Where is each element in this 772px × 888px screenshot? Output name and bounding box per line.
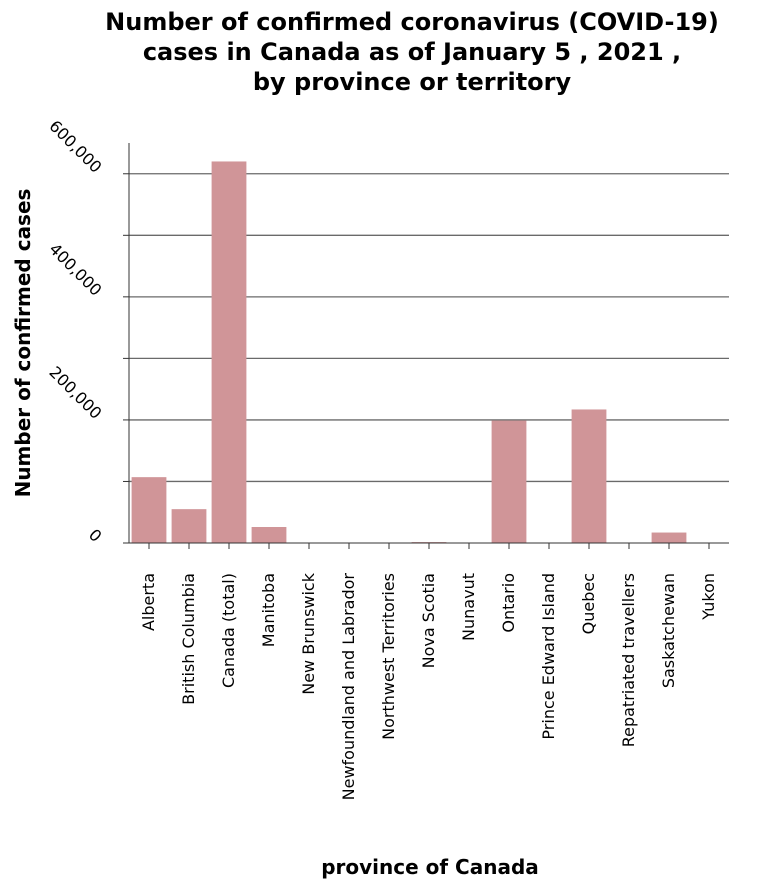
bar-quebec — [571, 409, 607, 543]
bars — [131, 161, 727, 543]
x-tick-label: Quebec — [579, 573, 598, 634]
x-tick-label: New Brunswick — [299, 572, 318, 694]
x-tick-label: Newfoundland and Labrador — [339, 573, 358, 801]
y-axis-title: Number of confirmed cases — [11, 189, 35, 498]
x-tick-label: Manitoba — [259, 573, 278, 647]
bar-manitoba — [251, 527, 287, 543]
bar-canada-total — [211, 161, 247, 543]
x-tick-label: Canada (total) — [219, 573, 238, 688]
x-tick-label: Nunavut — [459, 573, 478, 641]
x-axis-title: province of Canada — [321, 855, 539, 879]
x-tick-label: Ontario — [499, 573, 518, 633]
y-tick-label: 0 — [85, 525, 106, 546]
x-tick-label: Yukon — [699, 573, 718, 621]
bar-ontario — [491, 420, 527, 543]
bar-british-columbia — [171, 509, 207, 543]
y-tick-label: 400,000 — [45, 239, 105, 299]
x-tick-label: Northwest Territories — [379, 573, 398, 740]
bar-alberta — [131, 477, 167, 543]
y-tick-labels: 0 200,000 400,000 600,000 — [45, 116, 105, 545]
bar-saskatchewan — [651, 532, 687, 543]
chart-title-line-2: cases in Canada as of January 5 , 2021 , — [143, 38, 681, 66]
chart-title-line-1: Number of confirmed coronavirus (COVID-1… — [105, 8, 719, 36]
chart-title-line-3: by province or territory — [253, 68, 572, 96]
x-tick-label: British Columbia — [179, 573, 198, 705]
axes — [123, 143, 729, 549]
x-tick-label: Repatriated travellers — [619, 573, 638, 747]
y-tick-label: 200,000 — [45, 363, 105, 423]
x-tick-label: Prince Edward Island — [539, 573, 558, 740]
chart-title: Number of confirmed coronavirus (COVID-1… — [105, 8, 719, 96]
x-tick-labels: Alberta British Columbia Canada (total) Man… — [139, 572, 718, 800]
x-tick-label: Nova Scotia — [419, 573, 438, 668]
x-tick-label: Alberta — [139, 573, 158, 631]
x-tick-label: Saskatchewan — [659, 573, 678, 688]
y-tick-label: 600,000 — [45, 116, 105, 176]
